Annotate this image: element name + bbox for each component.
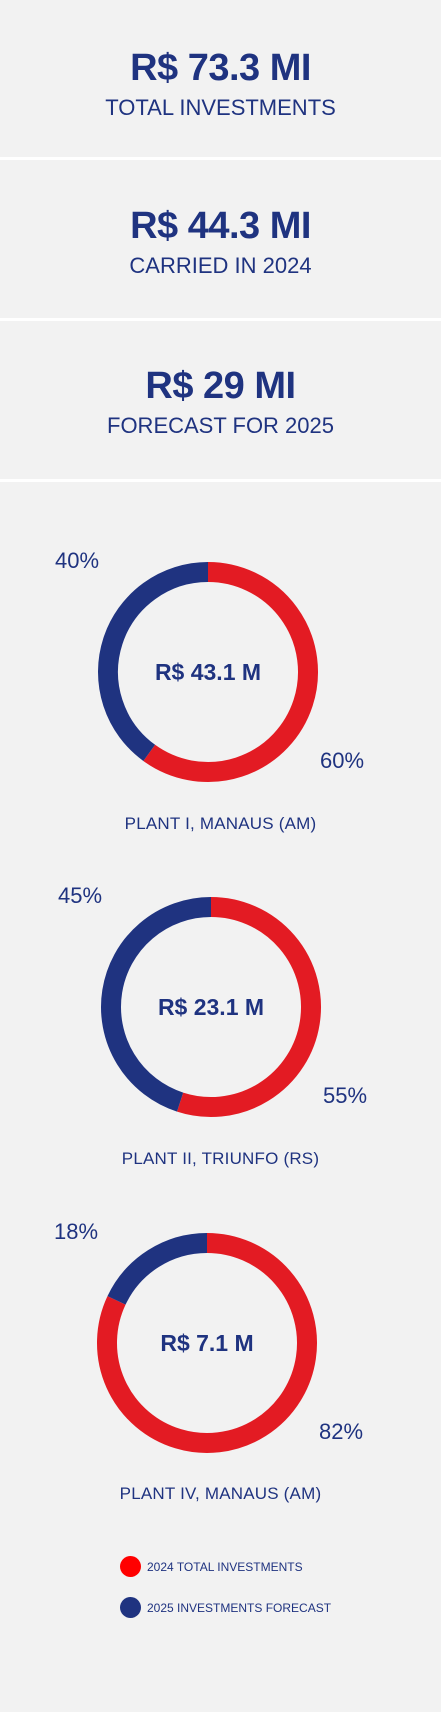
slice-2025-forecast — [107, 1233, 208, 1305]
legend-dot-red — [120, 1556, 141, 1577]
slice-label-2024: 82% — [319, 1419, 363, 1444]
stat-label: TOTAL INVESTMENTS — [105, 95, 336, 120]
donut-chart-plant-ii: 55% 45% R$ 23.1 M — [0, 875, 441, 1175]
stat-forecast-2025: R$ 29 MI FORECAST FOR 2025 — [0, 364, 441, 440]
legend-label: 2025 INVESTMENTS FORECAST — [147, 1601, 332, 1615]
plant-label: PLANT II, TRIUNFO (RS) — [121, 1149, 320, 1168]
slice-label-2024: 55% — [323, 1083, 367, 1108]
legend-dot-navy — [120, 1597, 141, 1618]
slice-label-2025: 18% — [54, 1219, 98, 1244]
slice-2025-forecast — [98, 562, 209, 761]
plant-label: PLANT IV, MANAUS (AM) — [119, 1484, 322, 1503]
donut-center-value: R$ 43.1 M — [155, 659, 261, 685]
donut-svg: 82% 18% R$ 7.1 M — [54, 1219, 363, 1453]
plant-label: PLANT I, MANAUS (AM) — [124, 814, 317, 833]
donut-chart-plant-i: 60% 40% R$ 43.1 M — [0, 540, 441, 840]
stat-value: R$ 44.3 MI — [130, 205, 311, 247]
slice-2024-total — [97, 1233, 317, 1453]
slice-label-2025: 45% — [58, 883, 102, 908]
divider — [0, 157, 441, 160]
legend-label: 2024 TOTAL INVESTMENTS — [147, 1560, 303, 1574]
donut-svg: 55% 45% R$ 23.1 M — [58, 883, 367, 1117]
donut-chart-plant-iv: 82% 18% R$ 7.1 M — [0, 1210, 441, 1510]
donut-center-value: R$ 23.1 M — [158, 994, 264, 1020]
stat-carried-2024: R$ 44.3 MI CARRIED IN 2024 — [0, 204, 441, 280]
slice-2024-total — [177, 897, 321, 1117]
slice-2024-total — [143, 562, 318, 782]
slice-label-2024: 60% — [320, 748, 364, 773]
donut-svg: 60% 40% R$ 43.1 M — [55, 548, 364, 782]
legend: 2024 TOTAL INVESTMENTS 2025 INVESTMENTS … — [120, 1556, 420, 1636]
stat-value: R$ 73.3 MI — [130, 47, 311, 89]
slice-label-2025: 40% — [55, 548, 99, 573]
donut-center-value: R$ 7.1 M — [160, 1330, 253, 1356]
legend-item-2024: 2024 TOTAL INVESTMENTS — [120, 1556, 420, 1578]
stat-total-investments: R$ 73.3 MI TOTAL INVESTMENTS — [0, 46, 441, 122]
divider — [0, 318, 441, 321]
slice-2025-forecast — [101, 897, 212, 1112]
legend-item-2025: 2025 INVESTMENTS FORECAST — [120, 1597, 420, 1619]
divider — [0, 479, 441, 482]
stat-label: CARRIED IN 2024 — [129, 253, 312, 278]
stat-label: FORECAST FOR 2025 — [107, 413, 334, 438]
stat-value: R$ 29 MI — [145, 365, 296, 407]
